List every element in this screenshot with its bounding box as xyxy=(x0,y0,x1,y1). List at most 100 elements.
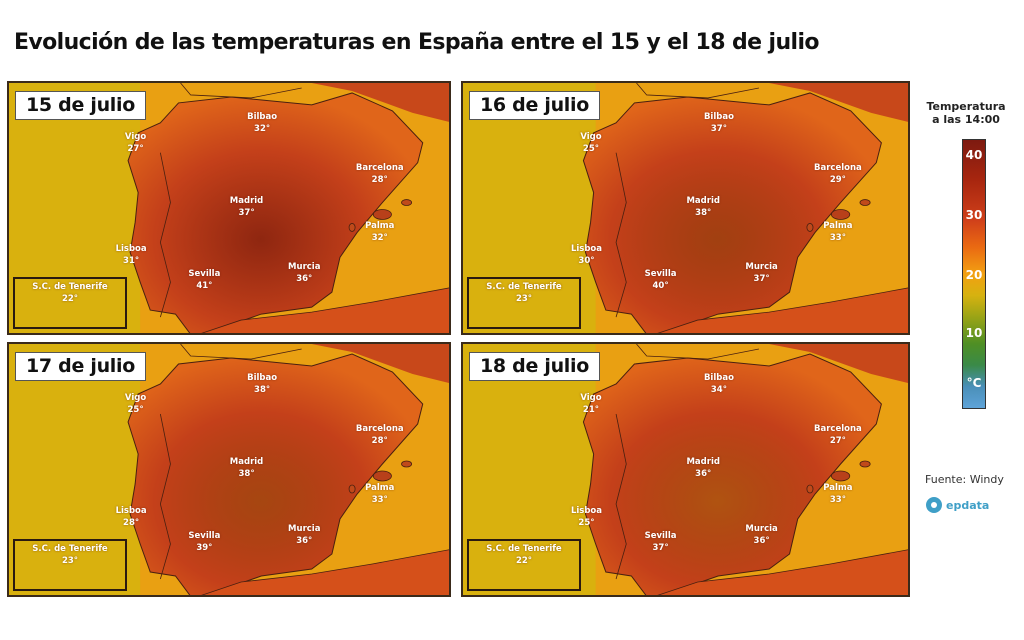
city-label-tenerife: S.C. de Tenerife 23° xyxy=(32,543,107,567)
city-label-tenerife: S.C. de Tenerife 23° xyxy=(486,281,561,305)
city-temp: 37° xyxy=(710,123,727,134)
canary-islands-inset: S.C. de Tenerife 22° xyxy=(13,277,127,329)
city-name: Palma xyxy=(365,221,395,232)
city-temp: 37° xyxy=(238,207,255,218)
city-temp: 22° xyxy=(515,556,533,566)
city-name: S.C. de Tenerife xyxy=(32,282,108,292)
city-temp: 36° xyxy=(695,469,712,480)
city-name: Lisboa xyxy=(570,244,602,255)
canary-islands-inset: S.C. de Tenerife 23° xyxy=(467,277,581,329)
city-name: Murcia xyxy=(288,523,321,534)
city-name: Palma xyxy=(365,482,395,493)
city-temp: 28° xyxy=(371,174,388,185)
city-name: S.C. de Tenerife xyxy=(32,544,108,554)
city-label-madrid: Madrid 36° xyxy=(686,456,719,480)
city-label-palma: Palma 32° xyxy=(365,220,394,244)
city-name: Vigo xyxy=(124,393,147,404)
city-label-lisboa: Lisboa 31° xyxy=(116,243,147,267)
city-name: Sevilla xyxy=(188,269,221,280)
city-name: Palma xyxy=(823,221,853,232)
city-name: Murcia xyxy=(288,261,321,272)
city-label-murcia: Murcia 36° xyxy=(288,261,320,285)
city-name: Vigo xyxy=(580,132,602,143)
city-name: Vigo xyxy=(580,393,602,404)
canary-islands-inset: S.C. de Tenerife 22° xyxy=(467,539,581,591)
page-title: Evolución de las temperaturas en España … xyxy=(14,30,820,55)
city-temp: 21° xyxy=(582,405,599,416)
city-label-bilbao: Bilbao 38° xyxy=(247,372,277,396)
city-temp: 34° xyxy=(710,385,727,396)
city-name: Palma xyxy=(823,482,853,493)
city-temp: 39° xyxy=(196,543,213,554)
city-label-sevilla: Sevilla 39° xyxy=(188,530,220,554)
city-label-bilbao: Bilbao 34° xyxy=(704,372,734,396)
city-temp: 25° xyxy=(127,405,144,416)
city-label-murcia: Murcia 36° xyxy=(288,523,320,547)
city-label-vigo: Vigo 27° xyxy=(125,131,146,155)
date-label: 18 de julio xyxy=(469,352,600,381)
city-name: Sevilla xyxy=(644,269,677,280)
city-temp: 23° xyxy=(61,556,79,566)
city-temp: 32° xyxy=(371,233,388,244)
city-name: Lisboa xyxy=(115,505,147,516)
canary-islands-inset: S.C. de Tenerife 23° xyxy=(13,539,127,591)
city-temp: 36° xyxy=(753,535,770,546)
city-name: Bilbao xyxy=(247,373,278,384)
city-name: Madrid xyxy=(229,457,264,468)
city-label-vigo: Vigo 25° xyxy=(580,131,601,155)
temperature-map xyxy=(9,83,449,333)
date-label: 17 de julio xyxy=(15,352,146,381)
epdata-logo-text: epdata xyxy=(946,498,990,512)
city-label-barcelona: Barcelona 28° xyxy=(356,162,404,186)
city-temp: 33° xyxy=(829,233,846,244)
city-label-vigo: Vigo 25° xyxy=(125,392,146,416)
city-temp: 40° xyxy=(652,281,669,292)
city-name: Lisboa xyxy=(570,505,602,516)
city-label-sevilla: Sevilla 41° xyxy=(188,268,220,292)
city-temp: 41° xyxy=(196,281,213,292)
city-name: Madrid xyxy=(686,457,720,468)
legend-title-line1: Temperatura xyxy=(926,100,1006,113)
city-label-lisboa: Lisboa 30° xyxy=(571,243,602,267)
city-temp: 38° xyxy=(238,469,255,480)
city-temp: 30° xyxy=(578,256,595,267)
city-temp: 36° xyxy=(296,535,313,546)
city-temp: 33° xyxy=(371,494,388,505)
city-label-murcia: Murcia 36° xyxy=(745,523,777,547)
map-panel-3: 17 de julio S.C. de Tenerife 23° Vigo 25… xyxy=(7,342,451,597)
epdata-logo-icon xyxy=(926,497,942,513)
source-credit: Fuente: Windy xyxy=(925,473,1004,486)
city-temp: 29° xyxy=(829,174,846,185)
city-label-barcelona: Barcelona 28° xyxy=(356,423,404,447)
city-name: Madrid xyxy=(686,195,720,206)
map-panel-1: 15 de julio S.C. de Tenerife 22° Vigo 27… xyxy=(7,81,451,335)
city-label-sevilla: Sevilla 40° xyxy=(645,268,677,292)
city-temp: 38° xyxy=(695,207,712,218)
city-label-tenerife: S.C. de Tenerife 22° xyxy=(486,543,561,567)
city-temp: 23° xyxy=(515,294,533,304)
city-name: S.C. de Tenerife xyxy=(486,544,562,554)
city-temp: 37° xyxy=(652,543,669,554)
city-label-lisboa: Lisboa 25° xyxy=(571,505,602,529)
city-temp: 37° xyxy=(753,273,770,284)
legend-title-line2: a las 14:00 xyxy=(932,113,1000,126)
city-name: Madrid xyxy=(229,195,264,206)
city-label-vigo: Vigo 21° xyxy=(580,392,601,416)
city-label-madrid: Madrid 38° xyxy=(230,456,263,480)
city-label-palma: Palma 33° xyxy=(365,482,394,506)
city-name: Murcia xyxy=(745,523,778,534)
date-label: 15 de julio xyxy=(15,91,146,120)
city-temp: 36° xyxy=(296,273,313,284)
legend-tick-30: 30 xyxy=(965,208,983,222)
city-temp: 31° xyxy=(123,256,140,267)
city-temp: 27° xyxy=(829,436,846,447)
temperature-map xyxy=(463,344,908,595)
city-temp: 25° xyxy=(578,517,595,528)
epdata-logo: epdata xyxy=(926,497,989,513)
legend-title: Temperatura a las 14:00 xyxy=(918,100,1014,126)
city-name: Bilbao xyxy=(703,111,734,122)
city-label-barcelona: Barcelona 27° xyxy=(814,423,862,447)
city-name: Sevilla xyxy=(644,531,677,542)
city-label-palma: Palma 33° xyxy=(823,482,852,506)
map-panel-2: 16 de julio S.C. de Tenerife 23° Vigo 25… xyxy=(461,81,910,335)
